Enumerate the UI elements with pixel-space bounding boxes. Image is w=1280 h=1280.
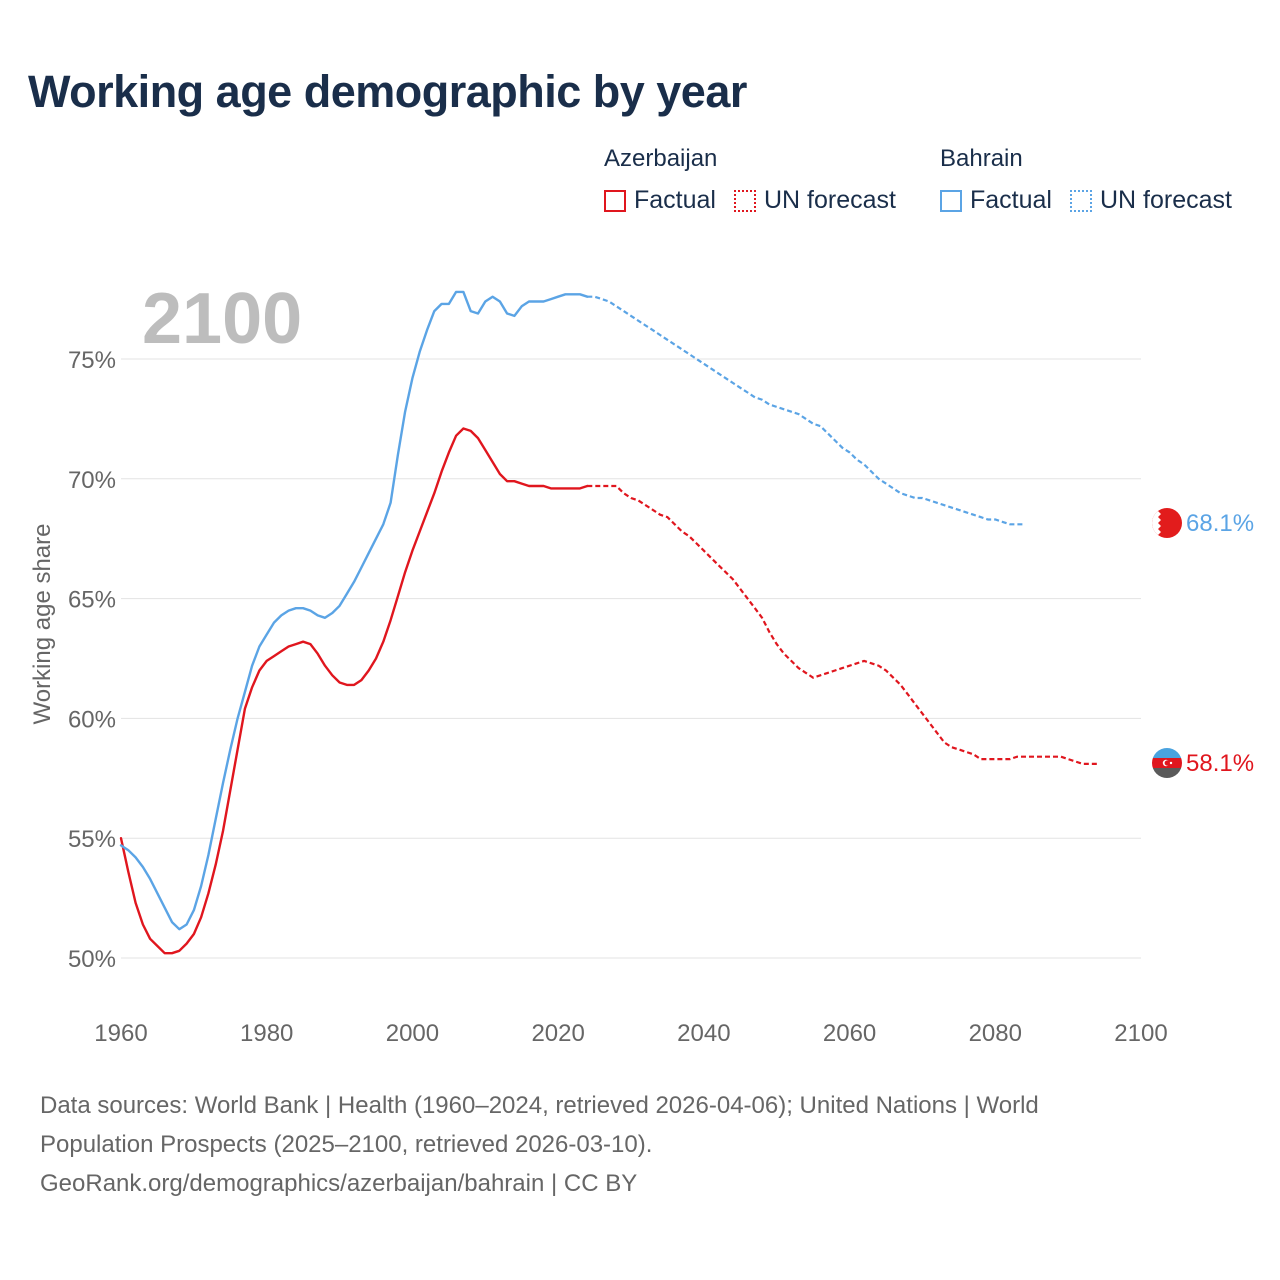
x-tick-label: 1980 (240, 1020, 293, 1047)
y-axis-title: Working age share (29, 524, 56, 725)
y-tick-label: 70% (68, 467, 116, 494)
legend-azerbaijan-forecast[interactable]: UN forecast (733, 186, 896, 215)
series-line-azerbaijan-forecast[interactable] (587, 484, 1098, 765)
legend-label: UN forecast (1099, 186, 1232, 214)
legend-group-azerbaijan: Azerbaijan Factual UN forecast (604, 144, 914, 215)
legend-swatch-solid-icon (940, 189, 962, 212)
line-chart: 50% 55% 60% 65% 70% 75% 2100 Working age shar… (29, 279, 1254, 1047)
legend-label: UN forecast (763, 186, 896, 214)
legend-azerbaijan-factual[interactable]: Factual (604, 186, 716, 215)
y-tick-label: 65% (68, 587, 116, 614)
x-tick-label: 2000 (386, 1020, 439, 1047)
footer-sources: Data sources: World Bank | Health (1960–… (40, 1086, 1240, 1203)
series-line-bahrain-forecast[interactable] (587, 295, 1025, 526)
y-tick-label: 50% (68, 946, 116, 973)
year-watermark: 2100 (142, 279, 302, 359)
legend-country-name: Azerbaijan (604, 145, 718, 172)
y-tick-label: 55% (68, 826, 116, 853)
legend-bahrain-forecast[interactable]: UN forecast (1069, 186, 1232, 215)
chart-title: Working age demographic by year (28, 66, 747, 117)
series-line-azerbaijan-factual[interactable] (119, 427, 589, 955)
x-tick-label: 2040 (677, 1020, 730, 1047)
legend-bahrain-factual[interactable]: Factual (940, 186, 1052, 215)
end-label-bahrain: 68.1% (1186, 510, 1254, 537)
legend-group-bahrain: Bahrain Factual UN forecast (940, 144, 1250, 215)
legend-label: Factual (970, 186, 1052, 214)
azerbaijan-flag-icon (1152, 748, 1182, 778)
series-line-bahrain-factual[interactable] (119, 290, 589, 931)
legend-label: Factual (634, 186, 716, 214)
legend-country-name: Bahrain (940, 145, 1023, 172)
legend-swatch-dotted-icon (1069, 189, 1092, 212)
bahrain-flag-icon (1152, 508, 1182, 538)
footer-line: GeoRank.org/demographics/azerbaijan/bahr… (40, 1170, 638, 1197)
x-tick-label: 2060 (823, 1020, 876, 1047)
x-tick-label: 2020 (531, 1020, 584, 1047)
x-tick-label: 2080 (969, 1020, 1022, 1047)
legend-swatch-solid-icon (604, 189, 626, 212)
footer-line: Data sources: World Bank | Health (1960–… (40, 1092, 1039, 1119)
y-tick-label: 75% (68, 347, 116, 374)
y-tick-label: 60% (68, 706, 116, 733)
x-tick-label: 1960 (94, 1020, 147, 1047)
x-tick-label: 2100 (1114, 1020, 1167, 1047)
footer-line: Population Prospects (2025–2100, retriev… (40, 1131, 653, 1158)
legend-swatch-dotted-icon (733, 189, 756, 212)
end-label-azerbaijan: 58.1% (1186, 750, 1254, 777)
